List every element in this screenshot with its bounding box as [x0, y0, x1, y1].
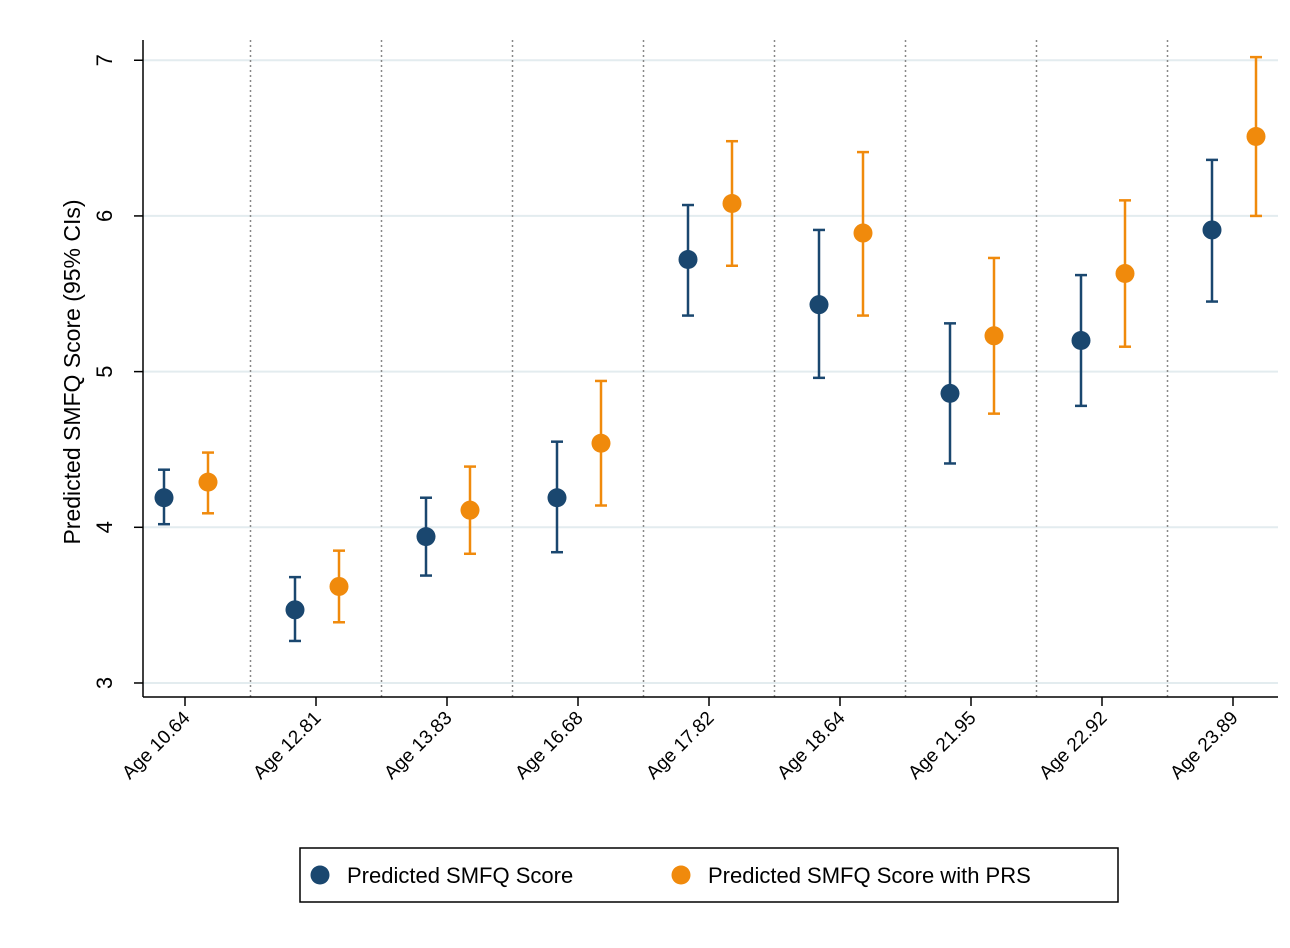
- point: [198, 472, 218, 492]
- y-tick-label: 3: [92, 677, 117, 689]
- legend-marker: [671, 865, 691, 885]
- point: [940, 383, 960, 403]
- legend-label: Predicted SMFQ Score: [347, 863, 573, 888]
- point: [984, 326, 1004, 346]
- y-tick-label: 4: [92, 521, 117, 533]
- point: [591, 433, 611, 453]
- point: [1115, 264, 1135, 284]
- point: [1202, 220, 1222, 240]
- point: [1071, 330, 1091, 350]
- point: [1246, 127, 1266, 147]
- point: [416, 527, 436, 547]
- point: [154, 488, 174, 508]
- point: [678, 250, 698, 270]
- y-tick-label: 6: [92, 210, 117, 222]
- point: [809, 295, 829, 315]
- point: [285, 600, 305, 620]
- point: [722, 193, 742, 213]
- y-axis-label: Predicted SMFQ Score (95% CIs): [59, 199, 85, 544]
- legend-marker: [310, 865, 330, 885]
- legend-label: Predicted SMFQ Score with PRS: [708, 863, 1031, 888]
- legend-box: [299, 847, 1119, 903]
- point: [329, 576, 349, 596]
- y-tick-label: 7: [92, 54, 117, 66]
- point: [547, 488, 567, 508]
- point: [853, 223, 873, 243]
- point: [460, 500, 480, 520]
- y-tick-label: 5: [92, 365, 117, 377]
